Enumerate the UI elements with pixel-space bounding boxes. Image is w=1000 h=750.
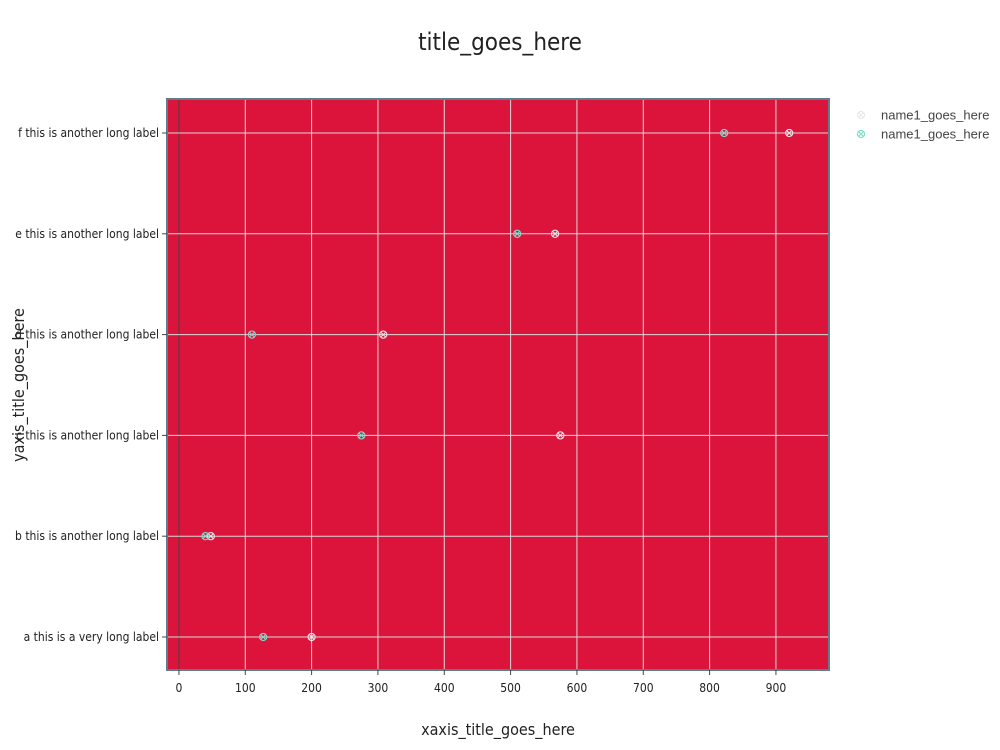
data-points <box>201 128 794 642</box>
data-point-series-1 <box>556 431 565 440</box>
x-tick-label: 800 <box>699 681 720 695</box>
data-point-series-1 <box>785 128 794 138</box>
data-point-series-2 <box>247 330 257 339</box>
data-point-series-1 <box>379 330 388 339</box>
x-tick-label: 500 <box>500 681 521 695</box>
y-axis-ticks: a this is a very long label b this is ano… <box>15 126 167 644</box>
x-tick-label: 400 <box>434 681 455 695</box>
y-tick-label: a this is a very long label <box>24 630 159 644</box>
x-tick-label: 700 <box>633 681 654 695</box>
legend-label-series-1: name1_goes_here <box>881 108 989 123</box>
y-tick-label: f this is another long label <box>18 126 159 140</box>
x-tick-label: 300 <box>368 681 389 695</box>
data-point-series-2 <box>720 128 729 138</box>
plot-area <box>167 99 829 670</box>
data-point-series-2 <box>357 431 366 440</box>
y-tick-label: c this is another long label <box>16 428 159 442</box>
legend: name1_goes_here name1_goes_here <box>856 108 989 142</box>
x-tick-label: 100 <box>235 681 256 695</box>
x-tick-label: 0 <box>176 681 183 695</box>
x-tick-label: 900 <box>766 681 787 695</box>
legend-marker-series-1 <box>856 110 866 120</box>
y-tick-label: d this is another long label <box>15 328 159 342</box>
data-point-series-1 <box>307 632 316 642</box>
y-tick-label: b this is another long label <box>15 529 159 543</box>
legend-marker-series-2 <box>856 129 866 139</box>
data-point-series-1 <box>550 229 560 238</box>
y-axis-title: yaxis_title_goes_here <box>9 308 29 462</box>
plot-frame <box>166 98 830 671</box>
chart-title: title_goes_here <box>418 28 582 56</box>
x-tick-label: 200 <box>301 681 322 695</box>
data-point-series-2 <box>259 632 268 642</box>
legend-label-series-2: name1_goes_here <box>881 127 989 142</box>
data-point-series-2 <box>513 229 522 238</box>
x-axis-ticks: 0 100 200 300 400 500 600 700 800 900 <box>176 670 787 695</box>
x-tick-label: 600 <box>567 681 588 695</box>
x-axis-title: xaxis_title_goes_here <box>421 720 575 740</box>
grid <box>167 99 829 670</box>
y-tick-label: e this is another long label <box>15 227 159 241</box>
data-point-series-2 <box>201 532 210 541</box>
